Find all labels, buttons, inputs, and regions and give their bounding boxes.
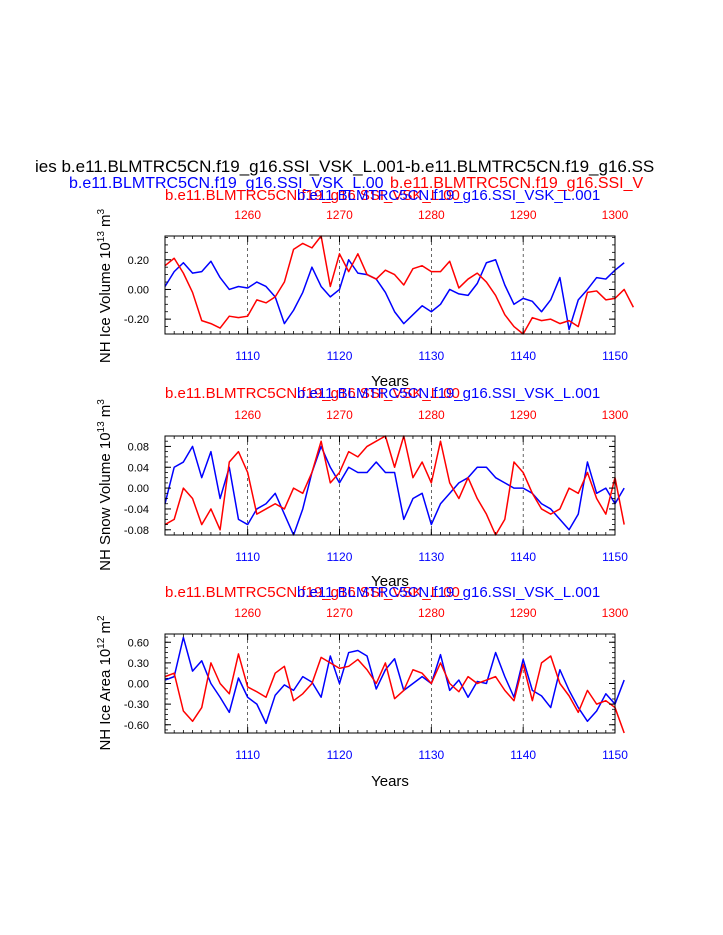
x-axis-label: Years bbox=[371, 573, 409, 590]
panel-title-blue: b.e11.BLMTRC5CN.f19_g16.SSI_VSK_L.001 bbox=[297, 584, 600, 601]
y-tick-label: -0.30 bbox=[124, 699, 149, 711]
series-line-blue bbox=[164, 259, 625, 331]
y-tick-label: 0.00 bbox=[128, 284, 149, 296]
y-tick-label: 0.08 bbox=[128, 441, 149, 453]
series-line-blue bbox=[164, 445, 625, 536]
x-tick-label-bottom: 1110 bbox=[235, 550, 260, 564]
x-tick-label-top: 1290 bbox=[510, 606, 537, 620]
y-tick-label: 0.20 bbox=[128, 255, 149, 267]
x-tick-label-bottom: 1140 bbox=[510, 550, 536, 564]
x-tick-label-bottom: 1120 bbox=[327, 748, 353, 762]
panel-ice-volume: b.e11.BLMTRC5CN.f19_g16.SSI_VSK_L.00 b.e… bbox=[96, 187, 635, 390]
series-line-red bbox=[164, 235, 635, 335]
x-tick-label-top: 1260 bbox=[234, 408, 261, 422]
x-tick-label-bottom: 1150 bbox=[602, 748, 628, 762]
y-tick-label: -0.04 bbox=[124, 504, 149, 516]
figure-title-line2-red: b.e11.BLMTRC5CN.f19_g16.SSI_V bbox=[390, 175, 644, 192]
x-tick-label-bottom: 1150 bbox=[602, 349, 628, 363]
y-tick-label: 0.30 bbox=[128, 658, 149, 670]
figure-title-line2-blue: b.e11.BLMTRC5CN.f19_g16.SSI_VSK_L.00 bbox=[69, 175, 384, 192]
x-tick-label-top: 1300 bbox=[602, 606, 629, 620]
x-tick-label-top: 1270 bbox=[326, 208, 353, 222]
panel-title-blue: b.e11.BLMTRC5CN.f19_g16.SSI_VSK_L.001 bbox=[297, 385, 600, 402]
x-tick-label-bottom: 1140 bbox=[510, 349, 536, 363]
x-tick-label-top: 1280 bbox=[418, 408, 445, 422]
plot-area: -0.20 0.00 0.20 1110 1120 1130 1140 1150 1260 127… bbox=[124, 208, 635, 363]
x-tick-label-top: 1280 bbox=[418, 606, 445, 620]
y-tick-label: -0.20 bbox=[124, 314, 149, 326]
x-tick-label-bottom: 1140 bbox=[510, 748, 536, 762]
figure-title-line1: ies b.e11.BLMTRC5CN.f19_g16.SSI_VSK_L.00… bbox=[35, 157, 654, 176]
x-tick-label-bottom: 1130 bbox=[418, 748, 444, 762]
y-tick-label: 0.00 bbox=[128, 679, 149, 691]
x-axis-label: Years bbox=[371, 373, 409, 390]
plot-frame bbox=[164, 235, 616, 335]
x-tick-label-bottom: 1120 bbox=[327, 349, 353, 363]
x-tick-label-top: 1270 bbox=[326, 408, 353, 422]
panel-ice-area: b.e11.BLMTRC5CN.f19_g16.SSI_VSK_L.00 b.e… bbox=[96, 584, 629, 790]
plot-area: -0.60 -0.30 0.00 0.30 0.60 1110 1120 1130 1140 11… bbox=[124, 606, 629, 762]
x-tick-label-bottom: 1150 bbox=[602, 550, 628, 564]
panel-title-red: b.e11.BLMTRC5CN.f19_g16.SSI_VSK_L.00 bbox=[165, 584, 460, 601]
y-tick-label: 0.04 bbox=[128, 462, 149, 474]
x-tick-label-top: 1260 bbox=[234, 208, 261, 222]
y-tick-label: -0.60 bbox=[124, 720, 149, 732]
x-tick-label-top: 1300 bbox=[602, 408, 629, 422]
y-tick-label: 0.60 bbox=[128, 637, 149, 649]
x-tick-label-top: 1260 bbox=[234, 606, 261, 620]
plot-frame bbox=[164, 435, 616, 536]
y-axis-label: NH Snow Volume 1013 m3 bbox=[96, 399, 114, 571]
panel-title-blue: b.e11.BLMTRC5CN.f19_g16.SSI_VSK_L.001 bbox=[297, 187, 600, 204]
x-tick-label-bottom: 1130 bbox=[418, 550, 444, 564]
panel-snow-volume: b.e11.BLMTRC5CN.f19_g16.SSI_VSK_L.00 b.e… bbox=[96, 385, 629, 590]
x-tick-label-top: 1270 bbox=[326, 606, 353, 620]
panel-title-red: b.e11.BLMTRC5CN.f19_g16.SSI_VSK_L.00 bbox=[165, 385, 460, 402]
y-tick-label: -0.08 bbox=[124, 525, 149, 537]
x-tick-label-bottom: 1110 bbox=[235, 748, 260, 762]
plot-area: -0.08 -0.04 0.00 0.04 0.08 1110 1120 1130 1140 11… bbox=[124, 408, 629, 564]
x-tick-label-top: 1280 bbox=[418, 208, 445, 222]
x-tick-label-top: 1300 bbox=[602, 208, 629, 222]
y-axis-label: NH Ice Volume 1013 m3 bbox=[96, 208, 114, 363]
x-tick-label-bottom: 1120 bbox=[327, 550, 353, 564]
y-axis-label: NH Ice Area 1012 m2 bbox=[96, 615, 114, 751]
x-axis-label: Years bbox=[371, 773, 409, 790]
series-line-red bbox=[164, 435, 625, 536]
series-line-blue bbox=[164, 636, 625, 725]
x-tick-label-bottom: 1130 bbox=[418, 349, 444, 363]
y-tick-label: 0.00 bbox=[128, 483, 149, 495]
x-tick-label-top: 1290 bbox=[510, 208, 537, 222]
x-tick-label-top: 1290 bbox=[510, 408, 537, 422]
series-line-red bbox=[164, 653, 625, 734]
panel-title-red: b.e11.BLMTRC5CN.f19_g16.SSI_VSK_L.00 bbox=[165, 187, 460, 204]
x-tick-label-bottom: 1110 bbox=[235, 349, 260, 363]
